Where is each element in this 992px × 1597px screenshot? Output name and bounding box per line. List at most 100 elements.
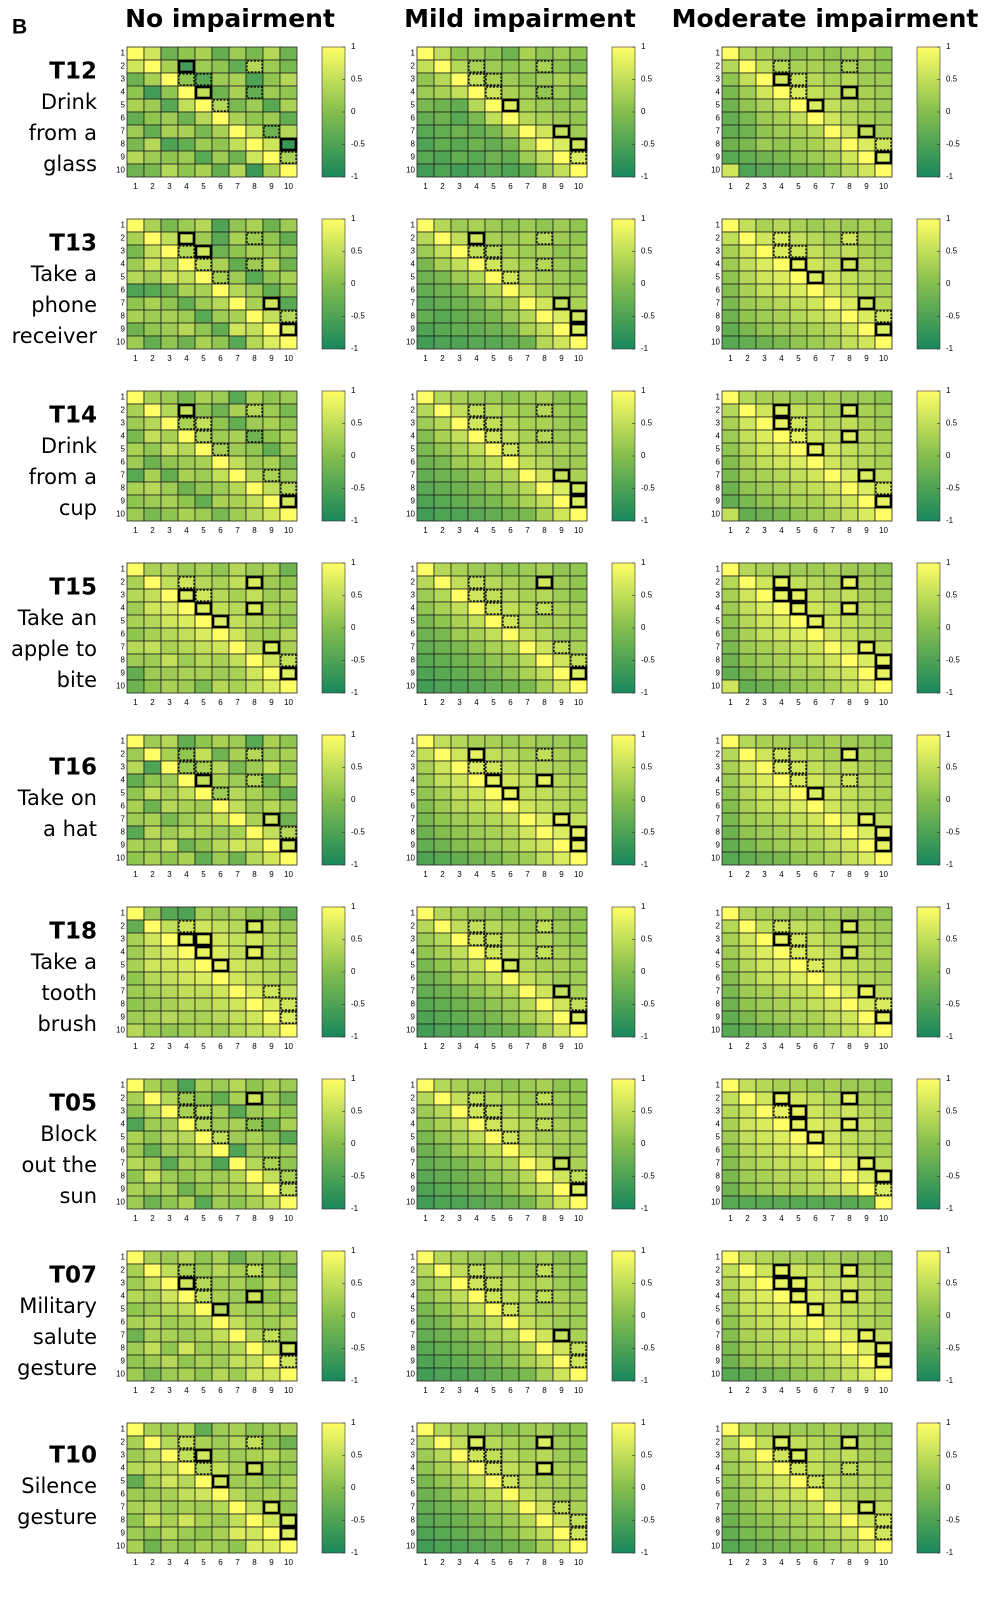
heatmap-cell: [535, 244, 554, 259]
heatmap-cell: [840, 124, 859, 139]
heatmap-cell: [126, 906, 145, 921]
heatmap-cell: [467, 799, 486, 814]
heatmap-cell: [143, 679, 162, 694]
heatmap-cell: [755, 627, 774, 642]
y-tick-label: 3: [121, 1107, 126, 1116]
x-tick-label: 2: [440, 1214, 445, 1223]
heatmap-cell: [194, 1539, 213, 1554]
heatmap-cell: [823, 1010, 842, 1025]
heatmap-cell: [433, 124, 452, 139]
highlight-dotted: [246, 404, 263, 417]
y-tick-label: 8: [716, 140, 721, 149]
highlight-dotted: [195, 589, 212, 602]
heatmap-cell: [160, 997, 179, 1012]
heatmap-cell: [211, 575, 230, 590]
heatmap-cell: [228, 137, 247, 152]
heatmap-cell: [143, 429, 162, 444]
colorbar-tick-label: 0: [351, 107, 356, 116]
heatmap-cell: [721, 562, 740, 577]
heatmap-cell: [262, 1117, 281, 1132]
heatmap-cell: [126, 1474, 145, 1489]
x-tick-label: 5: [491, 182, 496, 191]
heatmap-cell: [772, 679, 791, 694]
heatmap-cell: [160, 640, 179, 655]
heatmap-cell: [721, 1023, 740, 1038]
highlight-solid: [194, 773, 213, 788]
highlight-dotted: [263, 125, 280, 138]
heatmap-cell: [535, 98, 554, 113]
colorbar-tick-label: -0.5: [641, 312, 655, 321]
highlight-solid: [772, 416, 791, 431]
heatmap-cell: [416, 1341, 435, 1356]
heatmap-cell: [160, 1539, 179, 1554]
heatmap-cell: [262, 1182, 281, 1197]
heatmap-cell: [772, 1513, 791, 1528]
heatmap-cell: [450, 163, 469, 178]
heatmap-cell: [789, 111, 808, 126]
heatmap-cell: [245, 1302, 264, 1317]
heatmap-cell: [143, 1010, 162, 1025]
heatmap-cell: [467, 1195, 486, 1210]
x-tick-label: 3: [457, 182, 462, 191]
heatmap-cell: [467, 1010, 486, 1025]
heatmap-cell: [211, 997, 230, 1012]
heatmap-cell: [467, 984, 486, 999]
heatmap-cell: [416, 283, 435, 298]
heatmap-cell: [755, 322, 774, 337]
x-tick-label: 7: [525, 870, 530, 879]
heatmap-cell: [569, 244, 588, 259]
heatmap-cell: [501, 945, 520, 960]
heatmap-cell: [857, 851, 876, 866]
heatmap-cell: [840, 1010, 859, 1025]
heatmap-cell: [416, 455, 435, 470]
heatmap-cell: [262, 1422, 281, 1437]
highlight-dotted: [485, 258, 502, 271]
highlight-dotted: [485, 1462, 502, 1475]
heatmap-cell: [143, 1367, 162, 1382]
heatmap-cell: [433, 481, 452, 496]
heatmap-cell: [160, 231, 179, 246]
highlight-dotted: [790, 774, 807, 787]
y-tick-label: 1: [121, 1253, 126, 1262]
x-tick-label: 7: [235, 354, 240, 363]
x-tick-label: 9: [864, 354, 869, 363]
y-tick-label: 7: [411, 815, 416, 824]
heatmap-cell: [840, 984, 859, 999]
heatmap-cell: [211, 1182, 230, 1197]
highlight-dotted: [790, 73, 807, 86]
heatmap-cell: [279, 163, 298, 178]
heatmap-cell: [450, 416, 469, 431]
heatmap-cell: [789, 296, 808, 311]
heatmap-cell: [143, 481, 162, 496]
heatmap-cell: [245, 1276, 264, 1291]
heatmap-cell: [143, 1276, 162, 1291]
heatmap-cell: [450, 773, 469, 788]
heatmap-cell: [433, 416, 452, 431]
x-tick-label: 4: [474, 1214, 479, 1223]
heatmap-cell: [245, 1367, 264, 1382]
heatmap-cell: [552, 627, 571, 642]
heatmap-cell: [279, 679, 298, 694]
heatmap-cell: [416, 1302, 435, 1317]
y-tick-label: 1: [716, 1253, 721, 1262]
highlight-dotted: [790, 761, 807, 774]
highlight-dotted: [570, 151, 587, 164]
heatmap-cell: [755, 984, 774, 999]
heatmap-cell: [262, 1263, 281, 1278]
heatmap-cell: [874, 1367, 893, 1382]
heatmap-cell: [857, 1078, 876, 1093]
heatmap-cell: [279, 1435, 298, 1450]
heatmap-cell: [772, 1341, 791, 1356]
heatmap-cell: [228, 309, 247, 324]
heatmap-cell: [160, 958, 179, 973]
x-tick-label: 10: [574, 526, 583, 535]
heatmap-cell: [738, 455, 757, 470]
highlight-dotted: [178, 417, 195, 430]
colorbar-tick-label: 0: [641, 967, 646, 976]
heatmap-cell: [772, 335, 791, 350]
y-tick-label: 5: [121, 1305, 126, 1314]
heatmap-cell: [245, 429, 264, 444]
heatmap-cell: [433, 958, 452, 973]
colorbar: [916, 906, 941, 1038]
row-task: gesture: [17, 1505, 97, 1529]
